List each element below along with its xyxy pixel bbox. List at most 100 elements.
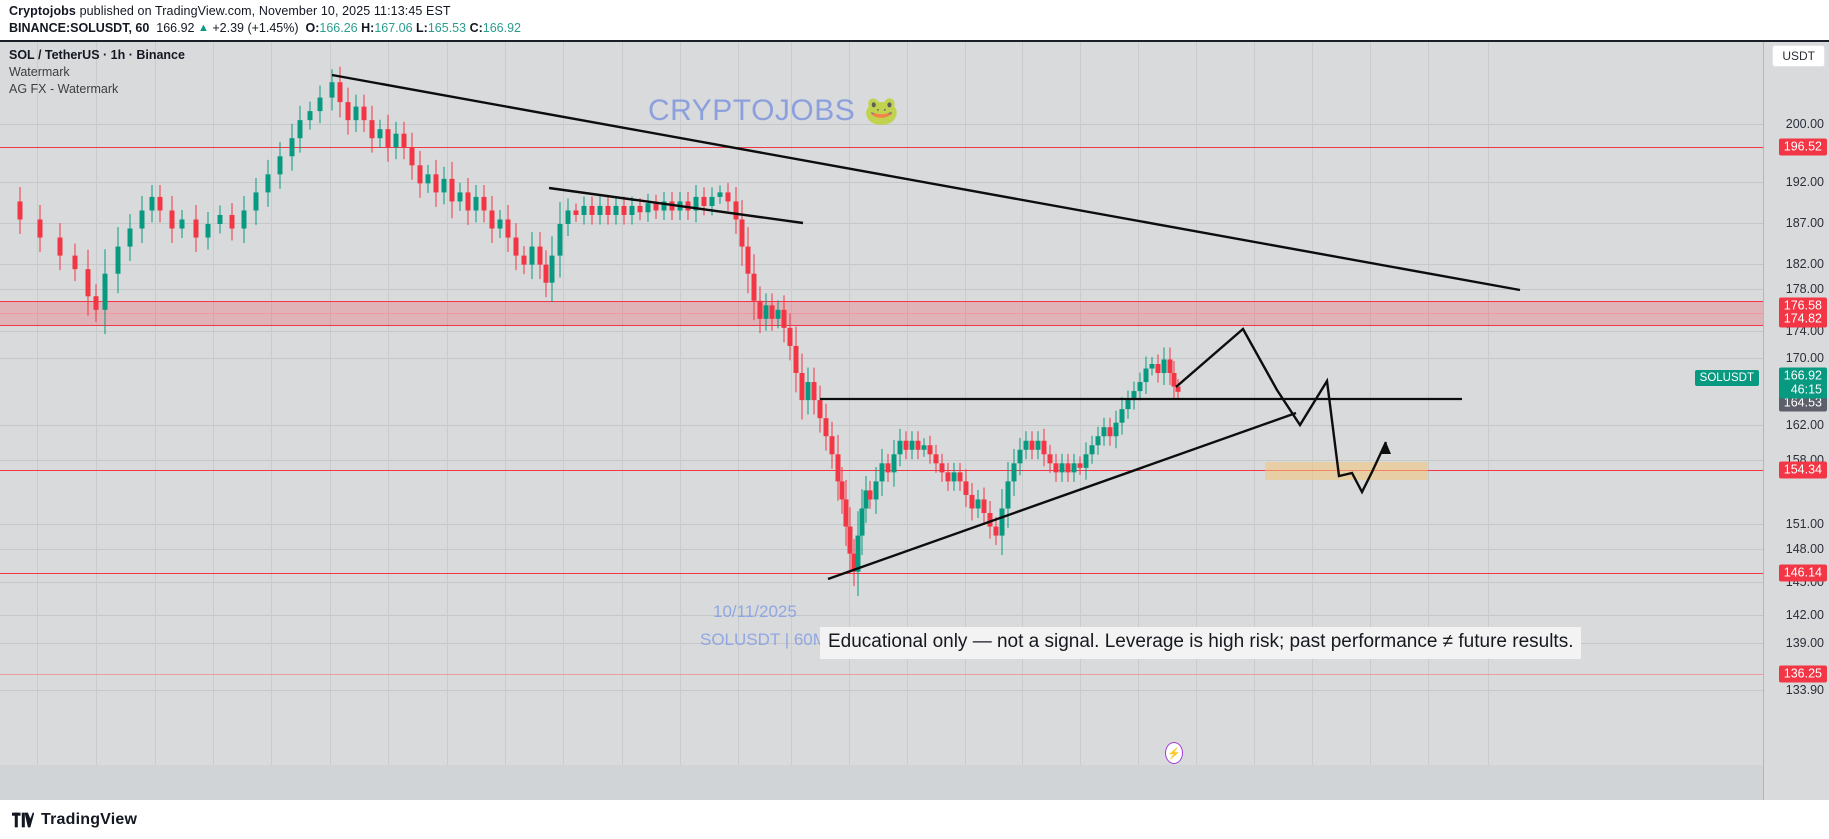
open-label: O:: [305, 21, 320, 35]
gridline: [849, 42, 850, 765]
symbol-quote-line: BINANCE:SOLUSDT, 60 166.92 ▲ +2.39 (+1.4…: [9, 21, 521, 35]
candle-body: [981, 499, 987, 513]
candle-body: [921, 445, 927, 450]
candle-body: [417, 165, 423, 184]
price-tick: 162.00: [1785, 418, 1824, 432]
candle-body: [1155, 363, 1161, 374]
gridline: [0, 690, 1763, 691]
gridline: [0, 549, 1763, 550]
high-label: H:: [361, 21, 375, 35]
resistance-line-196[interactable]: [0, 147, 1763, 148]
price-tick: 178.00: [1785, 282, 1824, 296]
candle-body: [497, 219, 503, 229]
candle-body: [72, 255, 78, 270]
candle-body: [863, 490, 869, 509]
date-watermark: 10/11/2025: [713, 602, 797, 621]
candle-body: [799, 373, 805, 401]
candle-body: [873, 481, 879, 500]
gridline: [1138, 42, 1139, 765]
candle-body: [999, 508, 1005, 536]
close-label: C:: [469, 21, 483, 35]
candle-body: [241, 210, 247, 229]
candle-body: [139, 210, 145, 229]
chart-legend[interactable]: SOL / TetherUS · 1h · Binance Watermark …: [9, 48, 185, 96]
candle-body: [581, 205, 587, 215]
current-price-value: 166.92: [1783, 368, 1822, 383]
target-zone-box[interactable]: [1265, 462, 1428, 480]
chart-frame: CRYPTOJOBS 🐸 10/11/2025 SOLUSDT | 60M SO…: [0, 40, 1829, 836]
plot-bottom-margin: [0, 765, 1763, 800]
candle-body: [1125, 400, 1131, 410]
low-label: L:: [416, 21, 428, 35]
candle-body: [1047, 454, 1053, 464]
triangle-up-icon: ▲: [197, 22, 209, 34]
candle-body: [1143, 368, 1149, 383]
price-scale[interactable]: USDT 200.00 192.00 187.00 182.00 178.00 174.0…: [1763, 42, 1829, 800]
support-line-136[interactable]: [0, 674, 1763, 675]
supply-zone-lower-line: [0, 325, 1763, 326]
candle-body: [473, 196, 479, 211]
low-value: 165.53: [427, 21, 467, 35]
published-datetime: November 10, 2025 11:13:45 EST: [258, 4, 451, 18]
gridline: [0, 582, 1763, 583]
candle-body: [1175, 386, 1181, 392]
gridline: [1488, 42, 1489, 765]
candle-body: [543, 264, 549, 283]
candle-body: [1029, 440, 1035, 450]
gridline: [791, 42, 792, 765]
gridline: [1080, 42, 1081, 765]
price-level-badge[interactable]: 164.53: [1778, 394, 1827, 412]
candle-body: [1035, 440, 1041, 450]
candle-body: [725, 192, 731, 202]
brand-name: TradingView: [41, 810, 138, 828]
candle-body: [573, 210, 579, 215]
candle-body: [597, 205, 603, 215]
candle-body: [589, 205, 595, 215]
candle-body: [805, 382, 811, 401]
price-scale-unit[interactable]: USDT: [1772, 45, 1825, 67]
price-level-badge[interactable]: 146.14: [1778, 564, 1827, 582]
gridline: [505, 42, 506, 765]
candle-body: [433, 174, 439, 193]
candle-body: [823, 418, 829, 437]
support-line-154[interactable]: [0, 470, 1763, 471]
price-tick: 174.00: [1785, 324, 1824, 338]
lightning-icon[interactable]: ⚡: [1165, 742, 1183, 764]
candle-body: [1005, 481, 1011, 509]
current-price-badge[interactable]: 166.92 46:15: [1778, 367, 1827, 399]
candle-body: [993, 526, 999, 536]
legend-indicator-2: AG FX - Watermark: [9, 82, 119, 96]
candle-body: [701, 196, 707, 206]
change-percent: (+1.45%): [247, 21, 299, 35]
candle-body: [513, 237, 519, 256]
gridline: [0, 223, 1763, 224]
price-tick: 187.00: [1785, 216, 1824, 230]
candle-body: [265, 174, 271, 193]
disclaimer-banner: Educational only — not a signal. Leverag…: [820, 627, 1582, 659]
candle-body: [915, 440, 921, 450]
price-level-badge[interactable]: 196.52: [1778, 138, 1827, 156]
publication-header: Cryptojobs published on TradingView.com,…: [0, 0, 1829, 40]
support-line-146[interactable]: [0, 573, 1763, 574]
gridline: [0, 182, 1763, 183]
candle-body: [951, 472, 957, 482]
candle-body: [653, 203, 659, 211]
candle-body: [829, 436, 835, 455]
gridline: [563, 42, 564, 765]
price-tick: 133.90: [1785, 683, 1824, 697]
candle-body: [879, 463, 885, 482]
gridline: [0, 331, 1763, 332]
close-value: 166.92: [482, 21, 521, 35]
publication-credit-line: Cryptojobs published on TradingView.com,…: [9, 4, 451, 18]
candle-body: [751, 273, 757, 301]
price-level-badge[interactable]: 154.34: [1778, 461, 1827, 479]
candle-body: [179, 219, 185, 229]
gridline: [155, 42, 156, 765]
symbol-ticker: BINANCE:SOLUSDT, 60: [9, 21, 150, 35]
price-level-badge[interactable]: 174.82: [1778, 310, 1827, 328]
price-level-badge[interactable]: 136.25: [1778, 665, 1827, 683]
candle-body: [661, 201, 667, 211]
candle-body: [1149, 363, 1155, 369]
gridline: [213, 42, 214, 765]
price-level-badge[interactable]: 176.58: [1778, 297, 1827, 315]
